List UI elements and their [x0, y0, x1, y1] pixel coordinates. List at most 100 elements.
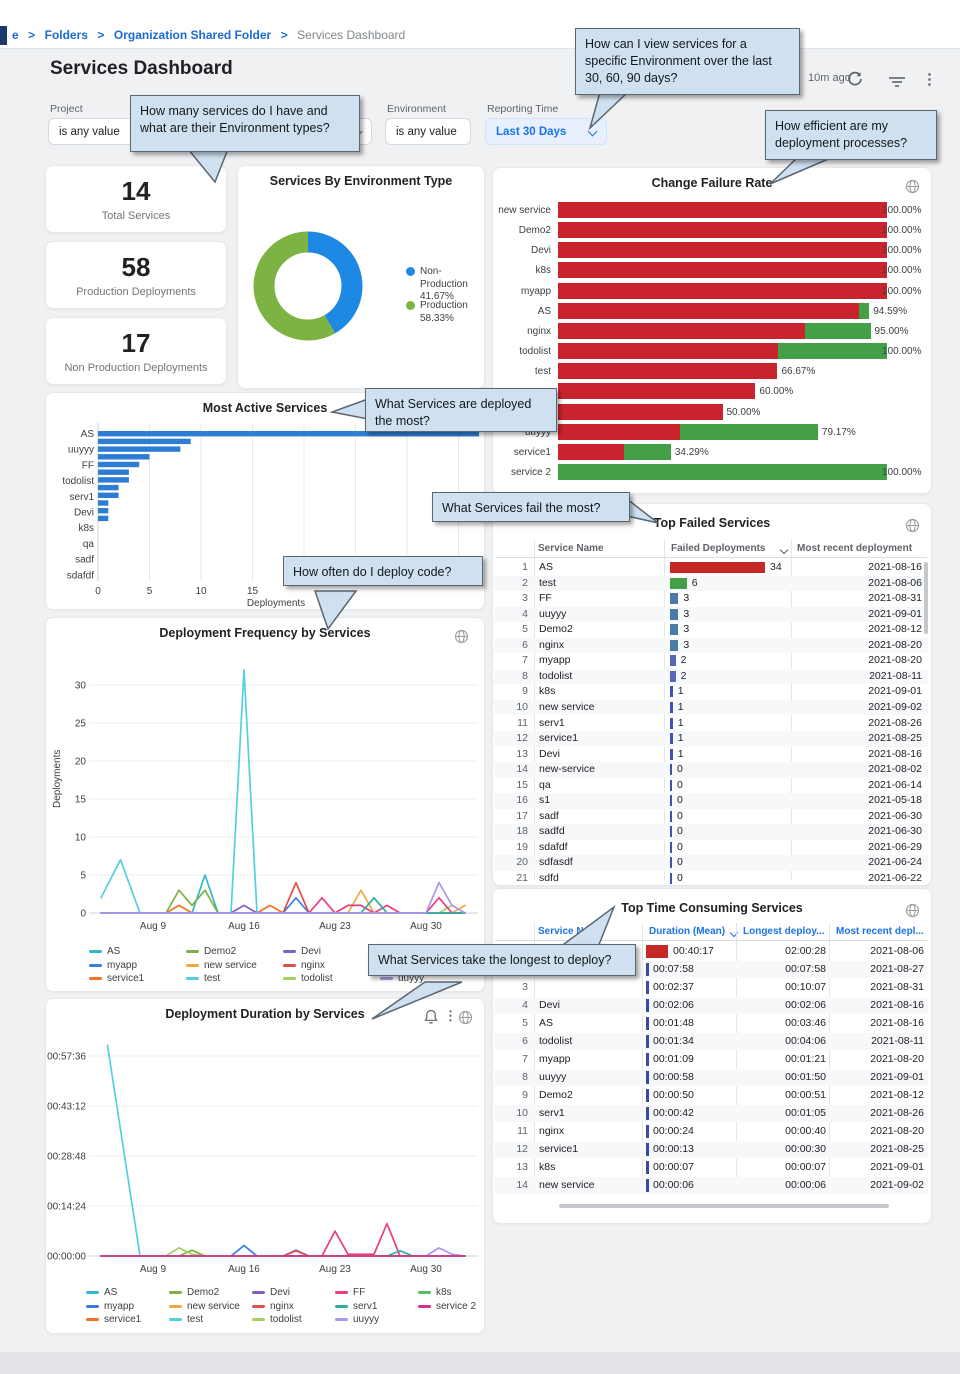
- svg-text:00:14:24: 00:14:24: [47, 1202, 86, 1213]
- globe-icon[interactable]: [905, 518, 920, 533]
- table-row: 14 new service 00:00:06 00:00:06 2021-09-02: [494, 1177, 928, 1194]
- table-row: 5 Demo2 3 2021-08-12: [522, 623, 922, 636]
- legend-item-Demo2: Demo2: [169, 1287, 219, 1298]
- svg-text:Aug 23: Aug 23: [319, 921, 351, 932]
- globe-icon[interactable]: [454, 629, 469, 644]
- duration-bar: [646, 1035, 649, 1048]
- top-failed-services-table: Service Name Failed Deployments Most recen…: [493, 504, 931, 885]
- failed-deployments-bar: [670, 841, 672, 853]
- table-row: 16 s1 0 2021-05-18: [494, 793, 928, 809]
- svg-text:uuyyy: uuyyy: [68, 445, 94, 456]
- table-row: 10 new service 1 2021-09-02: [494, 699, 928, 716]
- table-row: 12 service1 1 2021-08-25: [494, 731, 928, 747]
- table-row: 9 k8s 1 2021-09-01: [522, 685, 922, 698]
- cfr-success-bar: [859, 302, 870, 319]
- table-row: 17 sadf 0 2021-06-30: [516, 809, 922, 822]
- breadcrumb-folders[interactable]: Folders: [44, 28, 88, 42]
- svg-text:30: 30: [75, 681, 87, 692]
- line-series-Demo2: [100, 889, 466, 914]
- legend-item-test: test: [169, 1314, 203, 1325]
- chart-title: Deployment Duration by Services: [165, 1007, 365, 1021]
- cfr-failed-bar: [558, 383, 756, 400]
- breadcrumb-org-shared-folder[interactable]: Organization Shared Folder: [113, 28, 272, 42]
- table-row: 7 myapp 00:01:09 00:01:21 2021-08-20: [522, 1053, 924, 1066]
- sort-chevron-icon: [779, 545, 789, 555]
- table-row: 5 AS 00:01:48 00:03:46 2021-08-16: [522, 1017, 924, 1030]
- svg-text:Aug 30: Aug 30: [410, 1264, 442, 1275]
- duration-bar: [646, 981, 649, 994]
- kpi-value: 17: [121, 328, 151, 358]
- table-row: 15 qa 0 2021-06-14: [516, 778, 922, 791]
- svg-text:Aug 16: Aug 16: [228, 921, 260, 932]
- table-row: 18 sadfd 0 2021-06-30: [494, 824, 928, 840]
- cfr-failed-bar: [558, 202, 887, 218]
- failed-deployments-bar: [670, 857, 672, 869]
- table-row: 4 Devi 00:02:06 00:02:06 2021-08-16: [494, 997, 928, 1014]
- svg-text:00:00:00: 00:00:00: [47, 1252, 86, 1263]
- svg-text:0: 0: [80, 909, 86, 920]
- svg-text:Aug 16: Aug 16: [228, 1264, 260, 1275]
- vertical-scrollbar[interactable]: [924, 562, 928, 634]
- line-series-AS: [100, 874, 466, 914]
- cfr-failed-bar: [558, 242, 887, 259]
- kpi-non-production-deployments: 17 Non Production Deployments: [45, 317, 227, 385]
- svg-text:5: 5: [80, 871, 86, 882]
- globe-icon[interactable]: [905, 903, 920, 918]
- table-row: 6 todolist 00:01:34 00:04:06 2021-08-11: [494, 1033, 928, 1050]
- panel-deployment-duration: Deployment Duration by Services ⋮ 00:00:…: [45, 998, 485, 1334]
- deployments-bar: [98, 484, 119, 491]
- line-series-uuyyy: [100, 881, 466, 914]
- reporting-time-dropdown[interactable]: Last 30 Days: [485, 118, 607, 145]
- duration-bar: [646, 1089, 649, 1102]
- failed-deployments-bar: [670, 655, 676, 667]
- cfr-failed-bar: [558, 222, 887, 239]
- cfr-failed-bar: [558, 302, 860, 319]
- environment-filter-input[interactable]: is any value: [385, 118, 471, 145]
- legend-item-AS: AS: [86, 1287, 117, 1298]
- table-row: 11 nginx 00:00:24 00:00:40 2021-08-20: [517, 1125, 924, 1138]
- breadcrumb-current: Services Dashboard: [297, 28, 406, 42]
- duration-bar: [646, 1179, 649, 1192]
- failed-deployments-bar: [670, 748, 673, 760]
- page-bottom-strip: [0, 1352, 960, 1374]
- project-filter-label: Project: [50, 103, 83, 115]
- filter-icon[interactable]: [888, 73, 906, 91]
- callout-most-deployed: What Services are deployed the most?: [365, 388, 557, 432]
- table-row: 8 todolist 2 2021-08-11: [494, 668, 928, 685]
- callout-reporting-time: How can I view services for a specific E…: [575, 28, 800, 95]
- breadcrumb-home[interactable]: e: [12, 28, 19, 42]
- svg-text:00:43:12: 00:43:12: [47, 1102, 86, 1113]
- sortable-column-failed-deployments[interactable]: Failed Deployments: [671, 543, 766, 554]
- duration-bar: [646, 1143, 649, 1156]
- deployments-bar: [98, 431, 480, 437]
- kpi-label: Non Production Deployments: [64, 362, 208, 374]
- callout-longest-deploy: What Services take the longest to deploy…: [368, 944, 636, 976]
- failed-deployments-bar: [670, 826, 672, 838]
- legend-item-FF: FF: [335, 1287, 365, 1298]
- environment-type-donut-chart: Non-Production 41.67% Production 58.33%: [238, 166, 484, 388]
- globe-icon[interactable]: [905, 179, 920, 194]
- table-row: 1 AS 34 2021-08-16: [522, 561, 922, 573]
- legend-item-Devi: Devi: [252, 1287, 290, 1298]
- kpi-production-deployments: 58 Production Deployments: [45, 241, 227, 309]
- panel-services-by-environment-type: Services By Environment Type Non-Product…: [237, 165, 485, 389]
- sortable-column-duration-mean[interactable]: Duration (Mean): [649, 926, 726, 937]
- failed-deployments-bar: [670, 608, 679, 620]
- chart-title: Most Active Services: [202, 401, 328, 415]
- kpi-label: Total Services: [101, 210, 171, 222]
- refresh-icon[interactable]: [846, 70, 864, 88]
- deployments-bar: [98, 500, 109, 506]
- cfr-failed-bar: [558, 262, 887, 279]
- project-filter-input[interactable]: is any value: [48, 118, 136, 145]
- svg-text:Deployments: Deployments: [52, 750, 63, 808]
- kebab-menu-icon[interactable]: ⋮: [922, 71, 937, 88]
- panel-top-time-consuming-services: Top Time Consuming Services Service Name…: [492, 888, 932, 1224]
- deployments-bar: [98, 477, 129, 483]
- cfr-failed-bar: [558, 322, 805, 339]
- legend-item-myapp: myapp: [86, 1301, 134, 1312]
- legend-item-service1: service1: [86, 1314, 141, 1325]
- deployments-bar: [98, 515, 109, 522]
- cfr-success-bar: [623, 443, 671, 460]
- horizontal-scrollbar[interactable]: [559, 1204, 889, 1208]
- panel-top-failed-services: Top Failed Services Service Name Failed D…: [492, 503, 932, 886]
